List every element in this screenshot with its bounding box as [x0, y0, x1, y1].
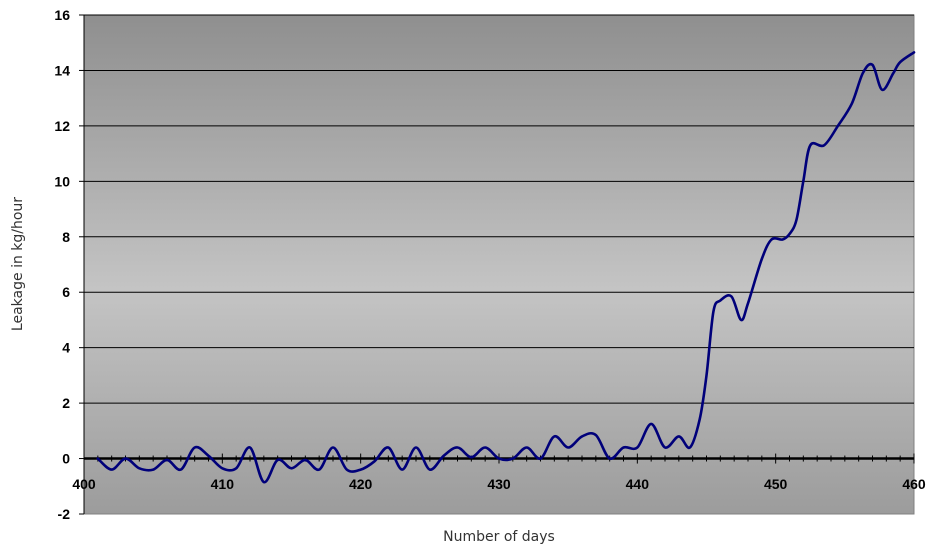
x-axis-title: Number of days	[443, 529, 555, 545]
y-tick-label: 6	[62, 284, 70, 300]
y-tick-labels: -2 0 2 4 6 8 10 12 14 16	[54, 7, 70, 522]
y-tick-label: -2	[58, 506, 71, 522]
y-tick-label: 16	[54, 7, 70, 23]
y-tick-label: 14	[54, 62, 70, 78]
gridlines	[79, 14, 914, 515]
x-tick-label: 430	[487, 476, 511, 492]
y-axis-title: Leakage in kg/hour	[10, 197, 26, 331]
y-tick-label: 4	[62, 340, 70, 356]
x-tick-label: 400	[72, 476, 96, 492]
x-tick-label: 440	[626, 476, 650, 492]
x-tick-label: 460	[902, 476, 926, 492]
x-tick-label: 420	[349, 476, 373, 492]
y-tick-label: 8	[62, 229, 70, 245]
y-tick-label: 12	[54, 118, 70, 134]
series-line	[96, 51, 916, 484]
x-tick-label: 450	[764, 476, 788, 492]
y-tick-label: 0	[62, 451, 70, 467]
x-tick-labels: 400 410 420 430 440 450 460	[72, 476, 926, 492]
series-group	[96, 51, 916, 484]
plot-area	[83, 14, 915, 515]
y-tick-label: 2	[62, 395, 70, 411]
y-tick-label: 10	[54, 173, 70, 189]
x-tick-label: 410	[211, 476, 235, 492]
